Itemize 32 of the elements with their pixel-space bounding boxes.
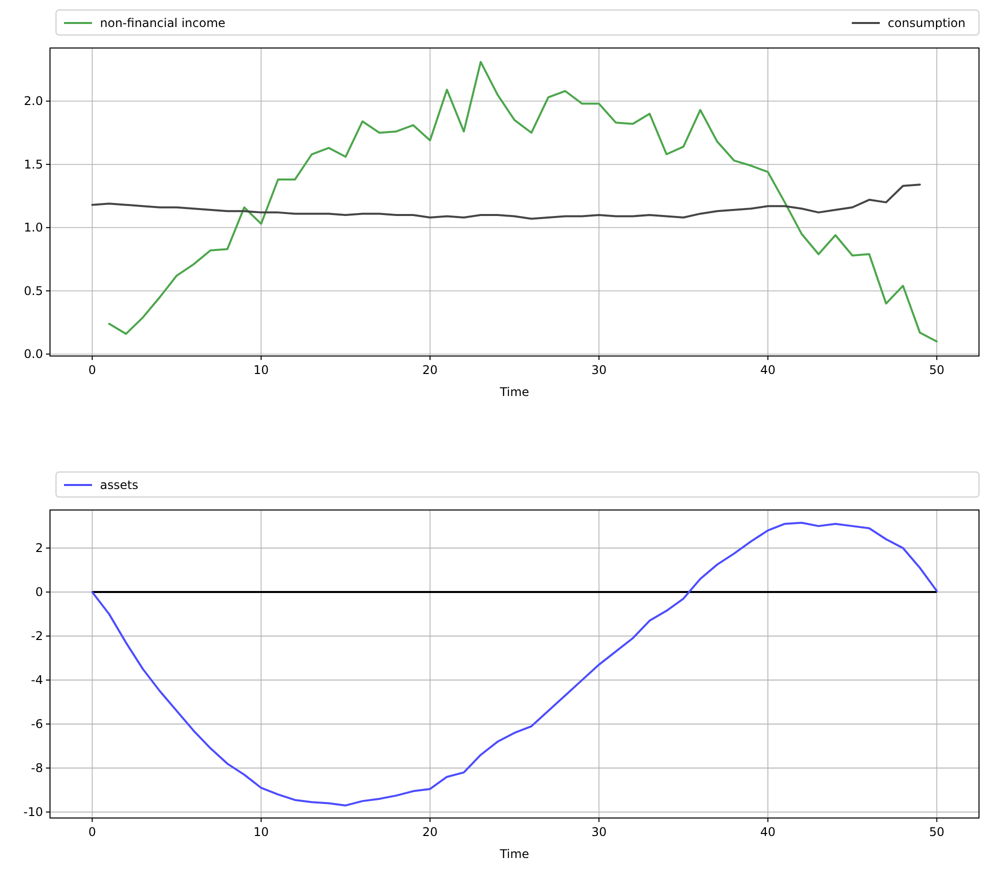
x-tick-label: 0 [88, 825, 96, 839]
x-tick-label: 50 [929, 363, 944, 377]
x-axis-title: Time [498, 385, 530, 399]
x-tick-label: 40 [760, 363, 776, 377]
x-tick-label: 20 [422, 825, 438, 839]
y-tick-label: -6 [31, 717, 43, 732]
y-tick-label: 0.0 [24, 347, 43, 362]
x-tick-label: 20 [422, 363, 438, 377]
x-tick-label: 30 [591, 825, 607, 839]
line-series [91, 522, 938, 806]
x-tick-label: 10 [253, 825, 269, 839]
y-tick-label: -10 [23, 805, 43, 820]
legend-label: consumption [888, 16, 966, 30]
y-tick-label: -8 [31, 761, 43, 776]
y-tick-label: -2 [31, 629, 43, 644]
legend-label: non-financial income [100, 16, 226, 30]
line-series [108, 60, 938, 342]
x-tick-label: 10 [253, 363, 269, 377]
x-axis-title: Time [498, 847, 530, 861]
y-tick-label: 1.5 [24, 157, 43, 172]
x-tick-label: 0 [88, 363, 96, 377]
line-series [91, 184, 921, 220]
y-tick-label: 0.5 [24, 284, 43, 298]
x-tick-label: 30 [591, 363, 607, 377]
y-tick-label: 1.0 [24, 220, 43, 235]
y-tick-label: -4 [31, 673, 43, 688]
x-tick-label: 50 [929, 825, 944, 839]
x-tick-label: 40 [760, 825, 776, 839]
y-tick-label: 2.0 [24, 94, 43, 108]
y-tick-label: 0 [35, 585, 43, 600]
y-tick-label: 2 [35, 541, 43, 556]
legend-label: assets [100, 478, 138, 492]
